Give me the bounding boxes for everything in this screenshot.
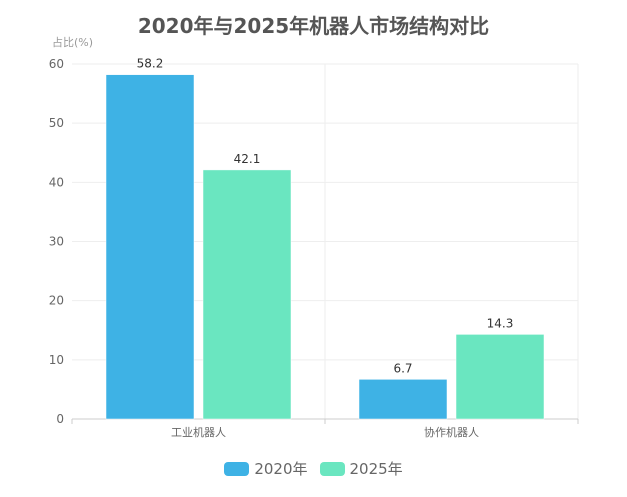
x-tick-label: 协作机器人	[424, 425, 479, 439]
y-tick-label: 0	[56, 412, 64, 426]
label-layer: 0 10 20 30 40 50 60 工业机器人 58.2 42.1 协作机器人 6.7 14.3	[49, 57, 514, 439]
y-tick-label: 40	[49, 175, 64, 189]
data-label: 6.7	[393, 361, 412, 375]
data-label: 42.1	[234, 152, 261, 166]
legend-item-2020[interactable]: 2020年	[224, 458, 308, 479]
legend-label-2025: 2025年	[349, 460, 403, 478]
data-label: 14.3	[487, 316, 514, 330]
y-tick-label: 60	[49, 57, 64, 71]
bar[interactable]	[202, 169, 292, 420]
bar-layer	[105, 74, 545, 420]
legend-item-2025[interactable]: 2025年	[319, 458, 403, 479]
legend-swatch-2020	[224, 461, 250, 476]
x-tick-label: 工业机器人	[171, 425, 226, 439]
bar[interactable]	[105, 74, 195, 420]
legend: 2020年 2025年	[0, 458, 627, 479]
bar[interactable]	[455, 334, 545, 420]
chart-title: 2020年与2025年机器人市场结构对比	[137, 14, 490, 38]
y-tick-label: 10	[49, 353, 64, 367]
legend-swatch-2025	[319, 461, 345, 476]
data-label: 58.2	[137, 57, 164, 71]
bar[interactable]	[358, 379, 448, 420]
y-tick-label: 50	[49, 116, 64, 130]
legend-label-2020: 2020年	[254, 460, 308, 478]
y-axis-label: 占比(%)	[52, 35, 93, 49]
y-tick-label: 20	[49, 294, 64, 308]
y-tick-label: 30	[49, 235, 64, 249]
